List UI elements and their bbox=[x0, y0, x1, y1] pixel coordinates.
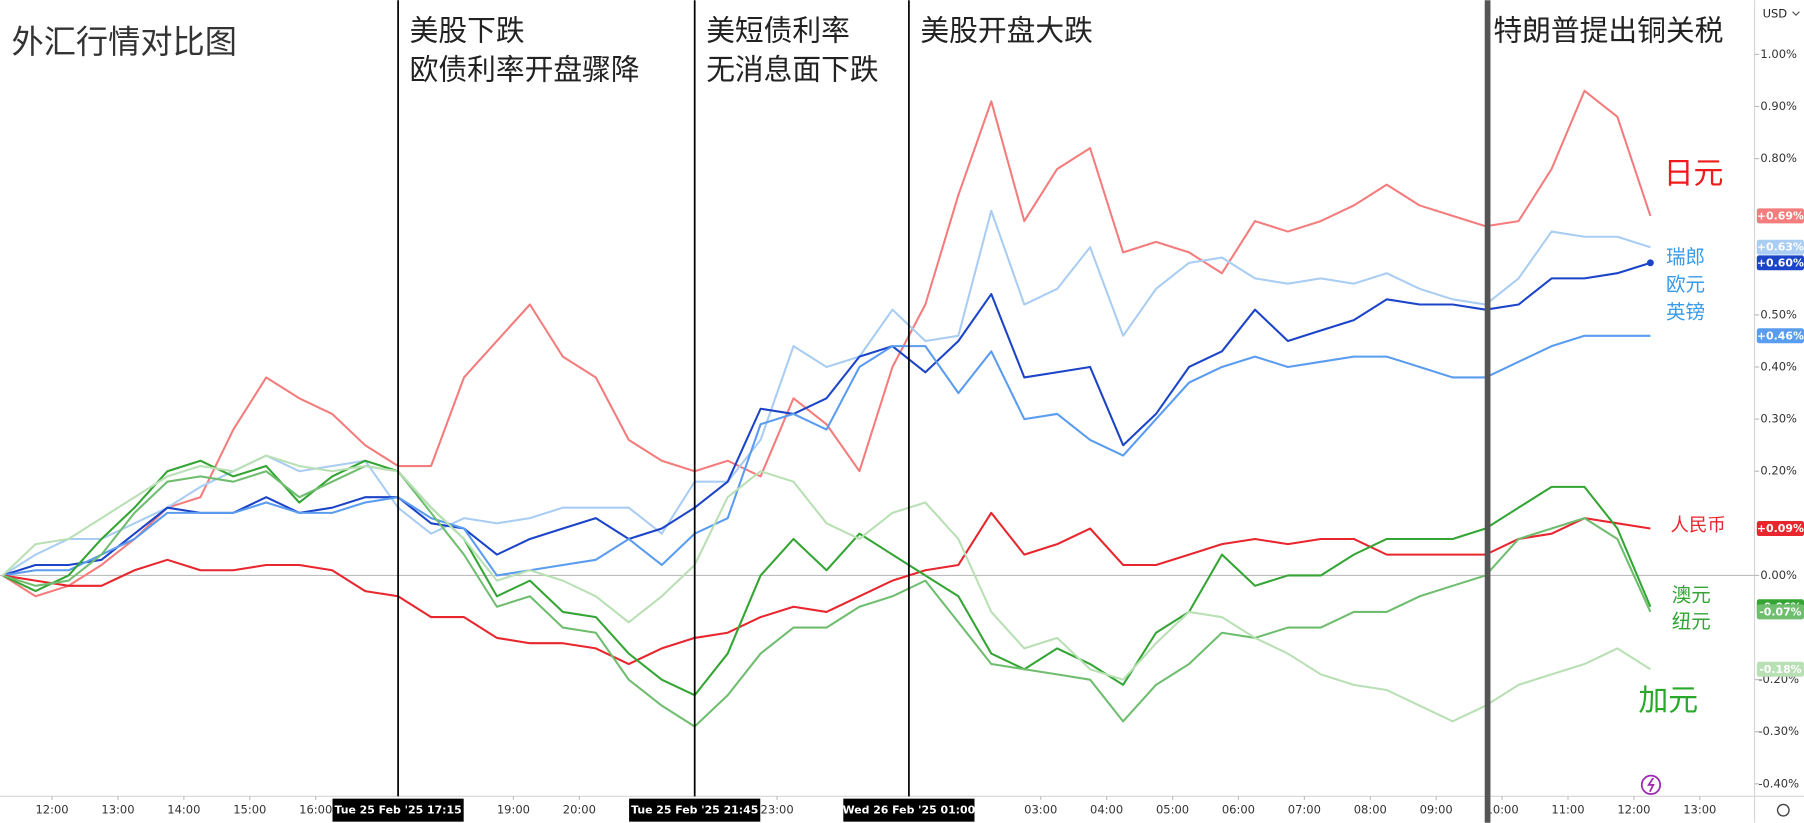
currency-selector[interactable]: USD bbox=[1763, 6, 1788, 20]
price-badge bbox=[1756, 255, 1804, 271]
price-badge bbox=[1756, 239, 1804, 255]
series-label: 瑞郎 bbox=[1666, 245, 1705, 268]
alert-icon-bolt bbox=[1647, 777, 1655, 793]
x-tick-label: 15:00 bbox=[233, 803, 266, 817]
x-tick-label: 12:00 bbox=[1617, 803, 1650, 817]
x-tick-label: 12:00 bbox=[35, 803, 68, 817]
series-label: 欧元 bbox=[1666, 273, 1705, 296]
y-tick-label: 1.00% bbox=[1760, 47, 1797, 61]
series-line bbox=[2, 334, 1651, 577]
time-badge-label: Tue 25 Feb '25 17:15 bbox=[334, 804, 461, 817]
y-tick-label: 0.40% bbox=[1760, 360, 1797, 374]
event-annotation: 美短债利率 bbox=[706, 13, 850, 47]
series-line bbox=[1, 454, 1651, 723]
x-tick-label: 11:00 bbox=[1551, 803, 1584, 817]
price-badge bbox=[1756, 604, 1804, 620]
price-badge bbox=[1756, 661, 1804, 677]
dropdown-icon[interactable] bbox=[1792, 11, 1800, 16]
series-label: 澳元 bbox=[1672, 584, 1711, 607]
x-tick-label: 10:00 bbox=[1486, 803, 1519, 817]
time-badge-label: Tue 25 Feb '25 21:45 bbox=[631, 804, 758, 817]
x-tick-label: 16:00 bbox=[299, 803, 332, 817]
series-line bbox=[2, 464, 1652, 728]
price-badge bbox=[1756, 208, 1804, 224]
price-badge bbox=[1756, 521, 1804, 537]
series-line bbox=[2, 209, 1651, 577]
x-tick-label: 13:00 bbox=[1683, 803, 1716, 817]
price-badge bbox=[1756, 328, 1804, 344]
time-badge bbox=[629, 798, 761, 822]
x-tick-label: 03:00 bbox=[1024, 803, 1057, 817]
y-tick-label: 0.90% bbox=[1760, 99, 1797, 113]
x-tick-label: 20:00 bbox=[563, 803, 596, 817]
event-annotation: 美股下跌 bbox=[410, 13, 525, 47]
time-badge bbox=[843, 798, 975, 822]
x-tick-label: 06:00 bbox=[1222, 803, 1255, 817]
time-badge-label: Wed 26 Feb '25 01:00 bbox=[843, 804, 976, 817]
x-tick-label: 09:00 bbox=[1420, 803, 1453, 817]
series-label: 人民币 bbox=[1671, 515, 1726, 536]
series-line bbox=[2, 511, 1651, 666]
y-tick-label: 0.20% bbox=[1760, 464, 1797, 478]
x-tick-label: 08:00 bbox=[1354, 803, 1387, 817]
series-line bbox=[2, 261, 1651, 577]
x-tick-label: 23:00 bbox=[761, 803, 794, 817]
series-end-dot bbox=[1646, 259, 1654, 267]
chart-title: 外汇行情对比图 bbox=[12, 23, 237, 61]
y-tick-label: 0.30% bbox=[1760, 412, 1797, 426]
x-tick-label: 14:00 bbox=[167, 803, 200, 817]
event-annotation: 欧债利率开盘骤降 bbox=[410, 53, 640, 87]
x-tick-label: 04:00 bbox=[1090, 803, 1123, 817]
plot-area bbox=[0, 89, 1755, 728]
x-tick-label: 19:00 bbox=[497, 803, 530, 817]
y-tick-label: -0.40% bbox=[1758, 776, 1799, 790]
settings-icon[interactable] bbox=[1776, 803, 1790, 817]
event-annotation: 美股开盘大跌 bbox=[920, 13, 1093, 47]
event-annotation: 特朗普提出铜关税 bbox=[1493, 13, 1723, 47]
price-badge-label: -0.07% bbox=[1759, 605, 1801, 618]
series-line bbox=[2, 89, 1652, 598]
y-tick-label: 0.00% bbox=[1760, 568, 1797, 582]
series-label: 日元 bbox=[1664, 157, 1724, 192]
y-tick-label: 0.50% bbox=[1760, 307, 1797, 321]
event-annotation: 无消息面下跌 bbox=[706, 53, 878, 87]
x-tick-label: 13:00 bbox=[101, 803, 134, 817]
series-label: 英镑 bbox=[1666, 301, 1705, 324]
y-tick-label: 0.80% bbox=[1760, 151, 1797, 165]
series-line bbox=[2, 459, 1652, 697]
alert-icon[interactable] bbox=[1640, 774, 1662, 795]
price-badge-label: +0.09% bbox=[1757, 522, 1804, 535]
series-label: 纽元 bbox=[1672, 610, 1711, 633]
price-badge-label: -0.18% bbox=[1759, 663, 1801, 676]
x-tick-label: 07:00 bbox=[1288, 803, 1321, 817]
price-badge-label: +0.60% bbox=[1757, 256, 1804, 269]
price-badge-label: +0.46% bbox=[1757, 329, 1804, 342]
y-tick-label: -0.30% bbox=[1758, 724, 1799, 738]
x-tick-label: 05:00 bbox=[1156, 803, 1189, 817]
price-badge-label: +0.63% bbox=[1757, 241, 1804, 254]
series-label: 加元 bbox=[1638, 684, 1698, 719]
price-badge-label: +0.69% bbox=[1757, 209, 1804, 222]
time-badge bbox=[332, 798, 464, 822]
